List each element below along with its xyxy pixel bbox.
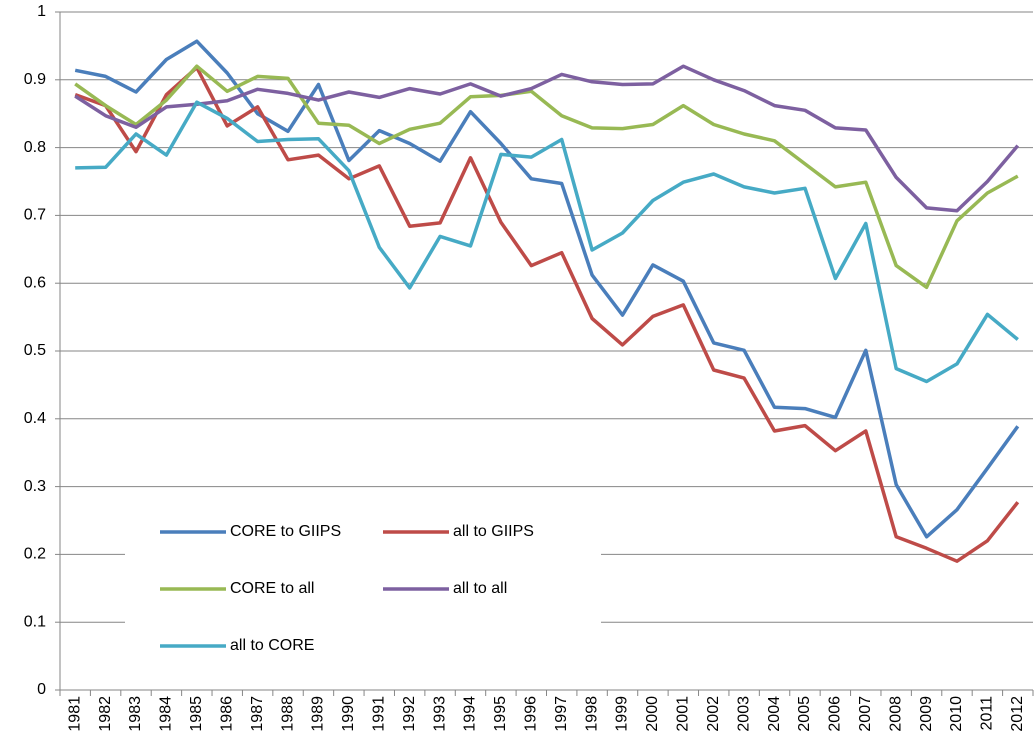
x-tick-label: 1998 (583, 696, 600, 732)
legend: CORE to GIIPS all to GIIPS CORE to all all … (125, 518, 601, 680)
x-tick-label: 2004 (766, 696, 783, 732)
legend-label: CORE to all (230, 580, 314, 597)
legend-label: all to GIIPS (453, 523, 534, 540)
x-tick-label: 2007 (857, 696, 874, 732)
x-tick-label: 1995 (492, 696, 509, 732)
y-tick-label: 0.5 (24, 342, 46, 359)
x-tick-label: 2003 (735, 696, 752, 732)
legend-label: CORE to GIIPS (230, 523, 341, 540)
x-tick-label: 1989 (310, 696, 327, 732)
series-line (74, 65, 1020, 563)
x-tick-label: 2006 (827, 696, 844, 732)
x-tick-label: 2005 (796, 696, 813, 732)
legend-label: all to CORE (230, 637, 314, 654)
x-tick-label: 1992 (401, 696, 418, 732)
x-tick-label: 2002 (705, 696, 722, 732)
y-tick-label: 0.8 (24, 139, 46, 156)
y-tick-label: 0.9 (24, 71, 46, 88)
x-tick-label: 1991 (370, 696, 387, 732)
x-tick-label: 1987 (249, 696, 266, 732)
x-tick-label: 1999 (614, 696, 631, 732)
x-tick-label: 1988 (279, 696, 296, 732)
y-tick-label: 0.4 (24, 410, 46, 427)
y-tick-label: 1 (37, 3, 46, 20)
x-tick-label: 2001 (675, 696, 692, 732)
x-tick-label: 1985 (188, 696, 205, 732)
x-tick-label: 1990 (340, 696, 357, 732)
x-tick-label: 2012 (1009, 696, 1026, 732)
x-tick-label: 2008 (887, 696, 904, 732)
legend-label: all to all (453, 580, 507, 597)
x-tick-label: 1997 (553, 696, 570, 732)
series-line (75, 100, 1019, 384)
legend-box (125, 518, 601, 680)
x-tick-label: 1984 (158, 696, 175, 732)
x-tick-label: 1996 (523, 696, 540, 732)
series-line (74, 39, 1020, 539)
y-tick-label: 0.2 (24, 546, 46, 563)
x-tick-label: 1981 (66, 696, 83, 732)
series-line (74, 64, 1020, 213)
x-tick-label: 2010 (948, 696, 965, 732)
series-line (74, 64, 1019, 290)
x-tick-label: 1983 (127, 696, 144, 732)
x-tick-label: 2009 (918, 696, 935, 732)
x-tick-label: 1982 (97, 696, 114, 732)
y-tick-label: 0.1 (24, 613, 46, 630)
y-tick-label: 0.7 (24, 207, 46, 224)
x-tick-label: 2011 (979, 696, 996, 731)
x-tick-label: 2000 (644, 696, 661, 732)
y-tick-label: 0 (37, 681, 46, 698)
x-tick-label: 1986 (218, 696, 235, 732)
x-tick-label: 1994 (462, 696, 479, 732)
x-tick-label: 1993 (431, 696, 448, 732)
y-tick-label: 0.6 (24, 274, 46, 291)
y-tick-label: 0.3 (24, 478, 46, 495)
